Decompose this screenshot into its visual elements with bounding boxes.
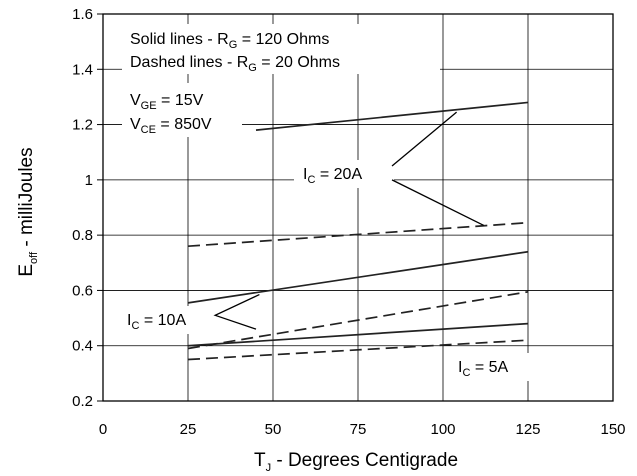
- x-tick-label: 75: [350, 421, 367, 438]
- note-vce: VCE = 850V: [130, 116, 212, 136]
- annotation-leader: [213, 293, 260, 330]
- plot-frame: [102, 13, 614, 402]
- label-mask: [122, 83, 242, 137]
- tick-labels: 0 25 50 75 100 125 150 0.2 0.4 0.6 0.8 1 1.2 1.4 1.6: [72, 6, 625, 438]
- y-tick-label: 0.2: [72, 393, 93, 410]
- label-mask: [294, 160, 394, 188]
- x-tick-label: 0: [99, 421, 107, 438]
- dashed-series-line: [187, 221, 529, 248]
- y-tick-label: 1.4: [72, 61, 93, 78]
- label-mask: [122, 24, 440, 74]
- x-axis-title: TJ - Degrees Centigrade: [254, 450, 458, 474]
- solid-series-line: [187, 322, 529, 347]
- dashed-series-line: [187, 339, 529, 361]
- x-tick-label: 150: [600, 421, 625, 438]
- x-tick-label: 100: [430, 421, 455, 438]
- y-tick-label: 1.6: [72, 6, 93, 23]
- series-lines: [187, 101, 529, 361]
- y-axis-title: Eoff - milliJoules: [16, 147, 40, 276]
- annotation-leaders: [213, 111, 485, 330]
- label-mask: [118, 306, 214, 334]
- y-tick-label: 1.2: [72, 117, 93, 134]
- label-mask: [450, 353, 530, 381]
- y-tick-label: 0.8: [72, 227, 93, 244]
- note-solid-lines: Solid lines - RG = 120 Ohms: [130, 31, 329, 51]
- annotation-leader: [391, 179, 485, 227]
- dashed-series-line: [187, 290, 529, 350]
- annotation-ic-10a: IC = 10A: [127, 312, 186, 332]
- x-tick-label: 25: [180, 421, 197, 438]
- grid: [103, 14, 613, 401]
- x-tick-label: 50: [265, 421, 282, 438]
- solid-series-line: [187, 250, 529, 304]
- solid-series-line: [255, 101, 529, 131]
- annotation-ic-20a: IC = 20A: [303, 166, 362, 186]
- annotation-ic-5a: IC = 5A: [458, 359, 509, 379]
- y-tick-label: 1: [85, 172, 93, 189]
- x-tick-label: 125: [515, 421, 540, 438]
- y-tick-label: 0.4: [72, 338, 93, 355]
- y-tick-label: 0.6: [72, 282, 93, 299]
- note-dashed-lines: Dashed lines - RG = 20 Ohms: [130, 54, 340, 74]
- annotation-leader: [391, 111, 458, 167]
- note-vge: VGE = 15V: [130, 92, 204, 112]
